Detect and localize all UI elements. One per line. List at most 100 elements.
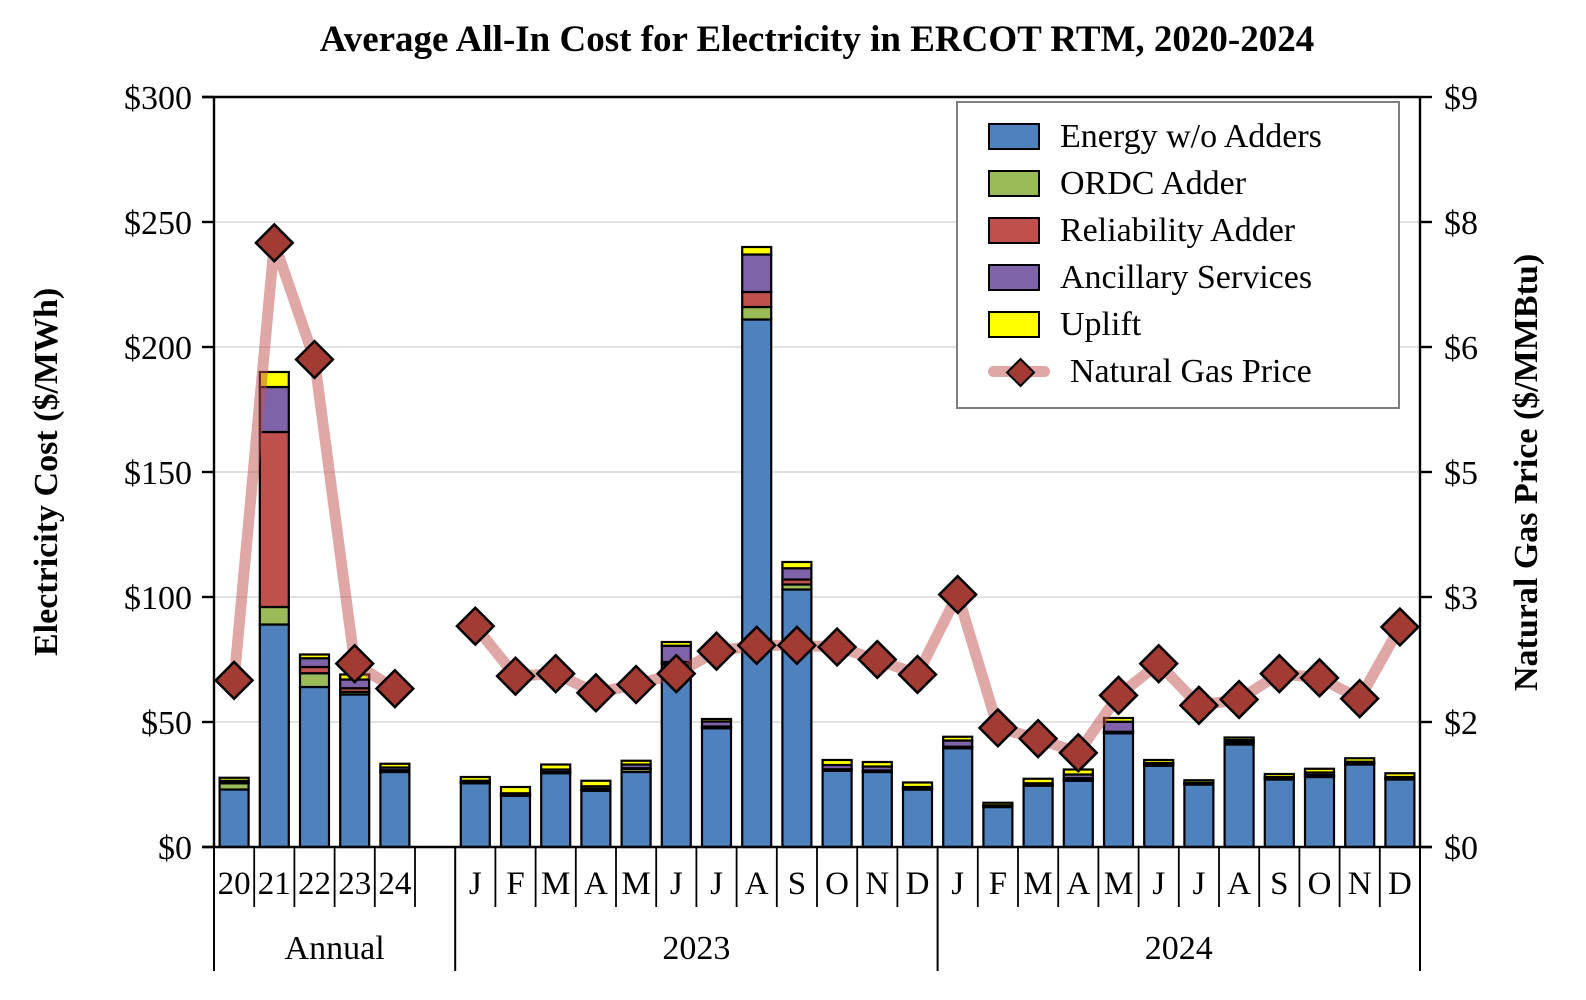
gas-price-marker (1058, 732, 1099, 773)
bar-segment (741, 290, 773, 309)
bar-segment (1102, 720, 1135, 733)
left-axis-tick-label: $200 (124, 330, 192, 367)
legend-label: Natural Gas Price (1070, 352, 1312, 390)
category-label: F (989, 866, 1007, 902)
bar-segment (258, 605, 290, 626)
category-label: M (541, 866, 570, 902)
gas-price-marker (455, 606, 496, 647)
bar-segment (1263, 778, 1295, 849)
bar-segment (1102, 732, 1135, 849)
gas-price-marker (1259, 653, 1300, 694)
gas-price-marker (816, 626, 858, 668)
category-label: N (865, 866, 889, 902)
category-label: J (710, 866, 723, 902)
bar-segment (861, 770, 893, 849)
category-label: N (1348, 866, 1372, 902)
bar-segment (1062, 779, 1094, 849)
category-label: O (1308, 866, 1332, 902)
legend-item: Uplift (958, 301, 1398, 348)
bar-segment (1183, 779, 1215, 784)
category-label: M (1023, 866, 1052, 902)
right-axis-tick-label: $9 (1444, 80, 1478, 117)
bar-segment (339, 693, 371, 849)
category-label: A (584, 866, 608, 902)
category-label: M (621, 866, 650, 902)
category-label: J (951, 866, 964, 902)
gas-price-marker (1218, 679, 1260, 720)
gas-price-marker (1017, 718, 1059, 759)
left-axis-tick-label: $100 (124, 580, 192, 617)
legend-swatch (988, 311, 1040, 338)
bar-segment (741, 318, 773, 849)
gas-price-marker (495, 656, 536, 697)
gas-price-marker (254, 222, 295, 263)
gas-price-marker (776, 625, 818, 666)
gas-price-marker (977, 707, 1019, 748)
legend-label: ORDC Adder (1060, 164, 1247, 202)
gas-price-marker (575, 672, 617, 713)
legend-item: Energy w/o Adders (958, 113, 1398, 160)
bar-segment (218, 776, 250, 782)
category-label: J (1192, 866, 1205, 902)
category-label: J (1152, 866, 1165, 902)
bar-segment (1384, 772, 1416, 779)
gas-price-line (228, 237, 401, 695)
bar-segment (1344, 757, 1376, 763)
legend-swatch (988, 170, 1040, 197)
gas-price-marker (374, 668, 416, 709)
category-label: 21 (258, 866, 291, 902)
category-label: M (1104, 866, 1133, 902)
bar-segment (1022, 784, 1054, 849)
gas-price-marker (857, 639, 898, 680)
legend-item: Natural Gas Price (958, 348, 1398, 395)
gas-price-marker (897, 654, 938, 695)
bar-segment (942, 747, 974, 849)
axis-group-label: 2024 (1145, 930, 1213, 967)
category-label: A (745, 866, 769, 902)
chart-title: Average All-In Cost for Electricity in E… (319, 19, 1315, 60)
gas-price-marker (213, 660, 255, 701)
bar-segment (499, 794, 532, 849)
gas-price-marker (1138, 643, 1179, 684)
bar-segment (1223, 736, 1255, 742)
category-label: J (670, 866, 683, 902)
bar-segment (1183, 783, 1215, 849)
bar-segment (781, 567, 813, 581)
bar-segment (620, 759, 652, 766)
bar-segment (861, 760, 893, 768)
axis-group-label: 2023 (662, 930, 730, 967)
legend-label: Uplift (1060, 305, 1142, 343)
right-axis-tick-label: $6 (1444, 330, 1478, 367)
category-label: A (1066, 866, 1090, 902)
category-label: 20 (218, 866, 251, 902)
legend-item: Reliability Adder (958, 207, 1398, 254)
bar-segment (499, 785, 532, 795)
bar-segment (1143, 758, 1175, 765)
gas-price-marker (1339, 678, 1380, 719)
bar-segment (821, 769, 853, 849)
category-label: F (506, 866, 524, 902)
gas-price-marker (334, 643, 375, 684)
gas-price-marker (1178, 685, 1220, 726)
category-label: O (825, 866, 849, 902)
axis-group-label: Annual (285, 930, 385, 967)
left-axis-tick-label: $0 (158, 830, 192, 867)
gas-price-marker (1098, 675, 1139, 716)
gas-price-marker (294, 339, 335, 380)
left-axis-tick-label: $50 (141, 705, 192, 742)
legend-swatch (988, 123, 1040, 150)
bar-segment (660, 640, 692, 647)
category-label: 22 (298, 866, 331, 902)
bar-segment (1022, 777, 1054, 785)
bar-segment (379, 762, 411, 769)
gas-line-icon (988, 357, 1050, 388)
category-label: D (906, 866, 930, 902)
gas-price-marker (736, 625, 777, 666)
category-label: D (1388, 866, 1412, 902)
bar-segment (821, 758, 853, 767)
category-label: S (788, 866, 806, 902)
bar-segment (540, 763, 572, 771)
bar-segment (580, 789, 612, 849)
